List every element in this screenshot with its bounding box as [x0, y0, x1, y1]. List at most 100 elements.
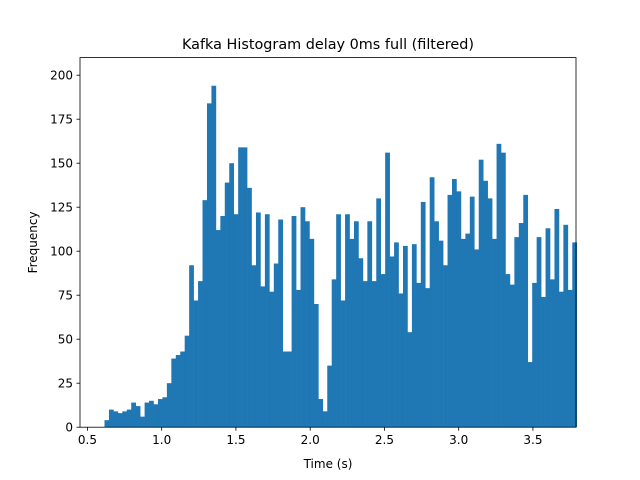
- y-axis-ticks: 0 25 50 75 100 125 150 175 200: [50, 69, 80, 435]
- histogram-bar: [460, 238, 466, 428]
- histogram-bar: [434, 221, 439, 428]
- histogram-bar: [447, 194, 453, 428]
- histogram-bar: [287, 351, 292, 428]
- histogram-bar: [327, 365, 333, 428]
- histogram-bar: [296, 289, 301, 428]
- histogram-bar: [247, 187, 252, 428]
- histogram-bar: [220, 216, 226, 428]
- histogram-bar: [251, 265, 257, 428]
- histogram-bar: [452, 179, 457, 428]
- histogram-bar: [345, 214, 350, 428]
- y-tick-label: 25: [58, 377, 73, 391]
- histogram-bar: [113, 411, 119, 428]
- histogram-bar: [313, 304, 319, 428]
- histogram-bar: [558, 291, 564, 428]
- histogram-bar: [474, 249, 480, 428]
- histogram-bar: [443, 265, 448, 428]
- histogram-bar: [269, 291, 275, 428]
- y-tick-label: 100: [50, 245, 73, 259]
- histogram-bar: [211, 85, 217, 428]
- histogram-bar: [509, 284, 515, 428]
- histogram-bar: [353, 221, 359, 428]
- x-axis-ticks: 0.5 1.0 1.5 2.0 2.5 3.0 3.5: [78, 427, 542, 447]
- histogram-bar: [229, 163, 235, 428]
- x-tick-label: 1.5: [226, 433, 245, 447]
- histogram-bar: [184, 335, 190, 428]
- histogram-bar: [309, 238, 315, 428]
- histogram-bar: [278, 219, 284, 428]
- plot-frame: [79, 57, 577, 428]
- histogram-bar: [394, 242, 399, 428]
- histogram-bar: [411, 244, 417, 428]
- histogram-bar: [496, 143, 502, 428]
- x-tick-label: 1.0: [152, 433, 171, 447]
- histogram-bar: [567, 289, 573, 428]
- histogram-bar: [523, 194, 529, 428]
- histogram-bar: [215, 230, 221, 428]
- histogram-bar: [180, 351, 185, 428]
- histogram-bar: [371, 281, 377, 428]
- histogram-bar: [135, 406, 141, 428]
- histogram-bar: [264, 214, 270, 428]
- histogram-bar: [131, 402, 136, 428]
- histogram-bar: [518, 223, 524, 428]
- histogram-bar: [175, 355, 181, 428]
- histogram-bar: [117, 413, 123, 428]
- x-tick-label: 3.0: [449, 433, 468, 447]
- histogram-bar: [304, 221, 310, 428]
- histogram-bar: [389, 256, 395, 428]
- histogram-bar: [238, 147, 243, 428]
- x-tick-label: 2.5: [375, 433, 394, 447]
- histogram-bar: [438, 240, 444, 428]
- histogram-bar: [514, 237, 520, 428]
- histogram-bar: [193, 300, 199, 428]
- histogram-bar: [456, 191, 462, 428]
- histogram-bar: [224, 182, 230, 428]
- y-tick-label: 75: [58, 289, 73, 303]
- histogram-bar: [358, 258, 364, 428]
- histogram-bar: [550, 279, 555, 428]
- histogram-bars: [104, 85, 578, 428]
- histogram-bar: [469, 196, 475, 428]
- x-tick-label: 2.0: [301, 433, 320, 447]
- histogram-bar: [318, 399, 324, 428]
- histogram-bar: [140, 416, 145, 428]
- histogram-bar: [572, 242, 578, 428]
- histogram-bar: [166, 383, 172, 428]
- x-tick-label: 0.5: [78, 433, 97, 447]
- histogram-bar: [108, 409, 114, 428]
- histogram-bar: [563, 224, 569, 428]
- histogram-bar: [273, 263, 279, 428]
- histogram-bar: [398, 293, 404, 428]
- histogram-bar: [420, 201, 426, 428]
- y-tick-label: 0: [65, 421, 73, 435]
- histogram-bar: [376, 198, 382, 428]
- y-tick-label: 175: [50, 113, 73, 127]
- histogram-bar: [349, 238, 355, 428]
- histogram-bar: [487, 198, 493, 428]
- histogram-bar: [465, 233, 471, 428]
- histogram-bar: [157, 399, 163, 428]
- histogram-bar: [171, 358, 177, 428]
- histogram-bar: [478, 159, 484, 428]
- histogram-bar: [242, 147, 248, 428]
- y-tick-label: 125: [50, 201, 73, 215]
- histogram-bar: [505, 274, 511, 428]
- histogram-bar: [385, 152, 390, 428]
- histogram-bar: [260, 286, 266, 428]
- histogram-bar: [545, 228, 551, 428]
- histogram-bar: [282, 351, 288, 428]
- histogram-bar: [501, 152, 506, 428]
- y-tick-label: 50: [58, 333, 73, 347]
- histogram-bar: [416, 282, 422, 428]
- histogram-bar: [407, 332, 413, 428]
- histogram-bar: [144, 402, 150, 428]
- chart-title: Kafka Histogram delay 0ms full (filtered…: [182, 37, 474, 53]
- histogram-bar: [362, 281, 368, 428]
- y-axis-label: Frequency: [26, 211, 40, 273]
- histogram-bar: [206, 103, 212, 428]
- histogram-bar: [402, 245, 408, 428]
- histogram-bar: [527, 362, 533, 428]
- x-axis-label: Time (s): [303, 457, 353, 471]
